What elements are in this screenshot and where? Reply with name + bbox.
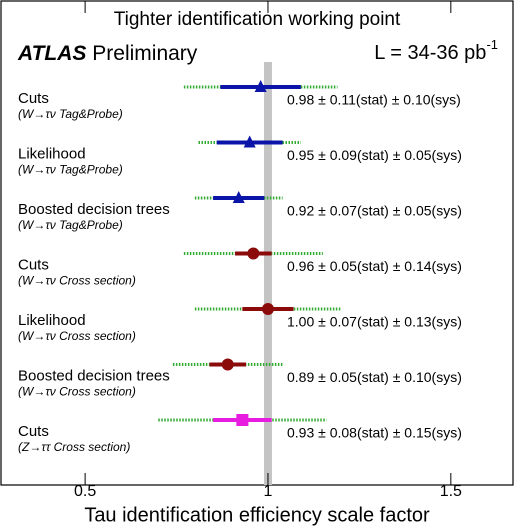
value-label: 0.96 ± 0.05(stat) ± 0.14(sys)	[287, 258, 462, 274]
marker	[236, 414, 249, 426]
row-sublabel: (W→τν Cross section)	[18, 329, 136, 343]
x-tick-label: 1	[264, 483, 273, 500]
row-sublabel: (W→τν Tag&Probe)	[18, 218, 123, 232]
marker	[247, 247, 260, 260]
row-label: Boosted decision trees	[18, 367, 170, 384]
x-tick-label: 0.5	[74, 483, 96, 500]
row-sublabel: (W→τν Tag&Probe)	[18, 107, 123, 121]
value-label: 0.93 ± 0.08(stat) ± 0.15(sys)	[287, 425, 462, 441]
status: Preliminary	[92, 42, 198, 65]
frame	[0, 0, 514, 486]
experiment: ATLAS	[17, 42, 86, 65]
reference-band	[263, 62, 272, 485]
lumi: L = 34-36 pb-1	[374, 37, 498, 64]
value-label: 0.92 ± 0.07(stat) ± 0.05(sys)	[287, 203, 462, 219]
row-label: Boosted decision trees	[18, 201, 170, 218]
row-sublabel: (W→τν Tag&Probe)	[18, 163, 123, 177]
value-label: 0.89 ± 0.05(stat) ± 0.10(sys)	[287, 369, 462, 385]
row-label: Likelihood	[18, 145, 86, 162]
chart-title: Tighter identification working point	[114, 9, 401, 30]
marker	[261, 303, 274, 315]
value-label: 1.00 ± 0.07(stat) ± 0.13(sys)	[287, 314, 462, 330]
marker	[232, 191, 245, 203]
x-tick-label: 1.5	[440, 483, 462, 500]
value-label: 0.98 ± 0.11(stat) ± 0.10(sys)	[287, 92, 461, 108]
lumi-text: L = 34-36 pb	[374, 42, 486, 64]
row-sublabel: (Z→ττ Cross section)	[18, 440, 130, 454]
x-axis-label: Tau identification efficiency scale fact…	[84, 504, 430, 526]
row-label: Likelihood	[18, 312, 86, 329]
value-label: 0.95 ± 0.09(stat) ± 0.05(sys)	[287, 147, 462, 163]
row-sublabel: (W→τν Cross section)	[18, 385, 136, 399]
lumi-exponent: -1	[486, 37, 498, 52]
experiment-label: ATLAS Preliminary	[17, 42, 198, 65]
marker	[221, 358, 234, 371]
marker	[254, 80, 267, 92]
marker	[243, 135, 256, 148]
row-label: Cuts	[18, 256, 49, 273]
row-label: Cuts	[18, 90, 49, 107]
row-sublabel: (W→τν Cross section)	[18, 274, 136, 288]
row-label: Cuts	[18, 423, 49, 440]
